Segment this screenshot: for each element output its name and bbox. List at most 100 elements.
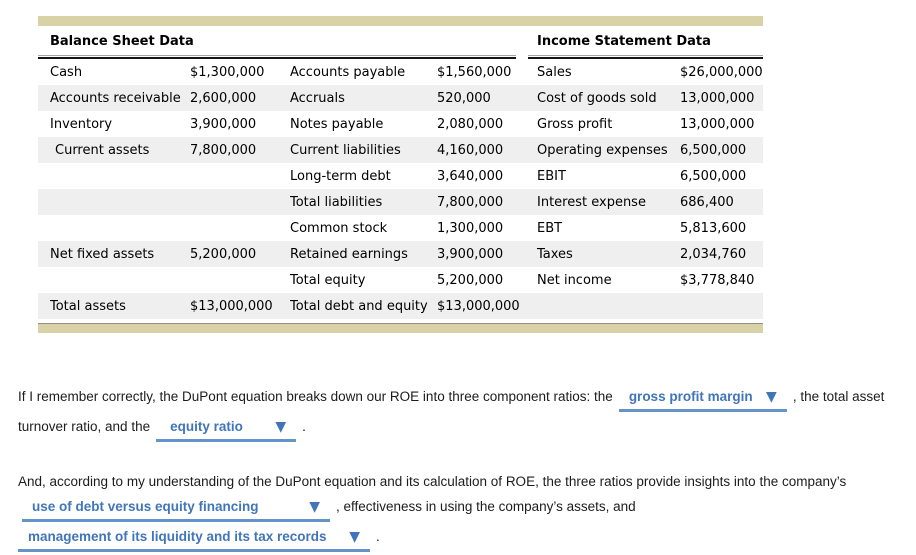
table-cell — [190, 163, 290, 189]
table-cell: Notes payable — [290, 116, 384, 132]
question-text: . — [376, 529, 380, 544]
question-text: , the total asset — [792, 389, 885, 404]
table-cell — [38, 189, 190, 215]
dropdown-selected-label: management of its liquidity and its tax … — [28, 529, 327, 544]
table-cell: Gross profit — [537, 116, 613, 132]
table-cell — [38, 267, 190, 293]
table-cell — [38, 163, 190, 189]
table-cell: $1,300,000 — [190, 64, 265, 80]
table-cell: 13,000,000 — [680, 116, 755, 132]
table-cell: Cash — [50, 64, 83, 80]
table-cell: Retained earnings — [290, 246, 408, 262]
table-cell: Cost of goods sold — [537, 90, 657, 106]
table-header-row: Balance Sheet Data Income Statement Data — [38, 31, 763, 59]
table-cell: 7,800,000 — [437, 194, 504, 210]
dropdown-selected-label: gross profit margin — [628, 389, 753, 404]
table-cell — [528, 293, 680, 319]
question-text: turnover ratio, and the — [18, 419, 151, 434]
question-2: And, according to my understanding of th… — [18, 472, 906, 552]
table-cell: Total equity — [290, 272, 366, 288]
table-row: Total equity 5,200,000 Net income $3,778… — [38, 267, 763, 293]
question-2-line-3: management of its liquidity and its tax … — [18, 527, 906, 552]
table-row: Common stock 1,300,000 EBT 5,813,600 — [38, 215, 763, 241]
table-cell: 520,000 — [437, 90, 491, 106]
table-cell: Accruals — [290, 90, 345, 106]
balance-sheet-header: Balance Sheet Data — [38, 31, 516, 59]
dropdown-selected-label: use of debt versus equity financing — [32, 499, 259, 514]
table-cell — [190, 215, 290, 241]
table-bottom-border — [38, 323, 763, 333]
liquidity-management-dropdown[interactable]: management of its liquidity and its tax … — [18, 527, 370, 552]
table-cell: Accounts payable — [290, 64, 406, 80]
table-row: Total liabilities 7,800,000 Interest exp… — [38, 189, 763, 215]
table-row: Total assets $13,000,000 Total debt and … — [38, 293, 763, 319]
question-text: , effectiveness in using the company’s a… — [336, 499, 636, 514]
table-cell: 2,080,000 — [437, 116, 504, 132]
debt-vs-equity-dropdown[interactable]: use of debt versus equity financing ▼ — [22, 497, 330, 522]
equity-ratio-dropdown[interactable]: equity ratio ▼ — [156, 417, 297, 442]
table-cell: 6,500,000 — [680, 142, 747, 158]
question-1: If I remember correctly, the DuPont equa… — [18, 387, 906, 442]
table-cell — [680, 293, 763, 319]
table-cell: Current liabilities — [290, 142, 401, 158]
table-cell: Total debt and equity — [290, 298, 428, 314]
table-cell: $13,000,000 — [437, 298, 520, 314]
table-cell — [190, 267, 290, 293]
table-cell: 2,600,000 — [190, 90, 257, 106]
table-cell: Total assets — [50, 298, 126, 314]
table-cell: Long-term debt — [290, 168, 391, 184]
table-top-border — [38, 16, 763, 26]
table-row: Current assets 7,800,000 Current liabili… — [38, 137, 763, 163]
dropdown-arrow-icon: ▼ — [766, 389, 777, 405]
table-row: Long-term debt 3,640,000 EBIT 6,500,000 — [38, 163, 763, 189]
table-cell: 7,800,000 — [190, 142, 257, 158]
table-cell: 3,900,000 — [437, 246, 504, 262]
balance-sheet-header-label: Balance Sheet Data — [50, 34, 194, 49]
gross-profit-margin-dropdown[interactable]: gross profit margin ▼ — [618, 387, 787, 412]
income-statement-header-label: Income Statement Data — [537, 34, 711, 49]
table-cell: EBT — [537, 220, 563, 236]
table-cell — [190, 189, 290, 215]
table-cell: Taxes — [537, 246, 573, 262]
table-cell — [38, 215, 190, 241]
question-2-line-2: use of debt versus equity financing ▼ , ef… — [18, 497, 906, 522]
table-cell: Total liabilities — [290, 194, 383, 210]
table-cell: Operating expenses — [537, 142, 668, 158]
table-cell: 5,813,600 — [680, 220, 747, 236]
financial-table: Cash $1,300,000 Accounts payable $1,560,… — [38, 59, 763, 319]
table-cell: 686,400 — [680, 194, 734, 210]
question-1-line-2: turnover ratio, and the equity ratio ▼. — [18, 417, 906, 442]
header-double-rule — [38, 57, 516, 59]
table-row: Cash $1,300,000 Accounts payable $1,560,… — [38, 59, 763, 85]
table-cell: 1,300,000 — [437, 220, 504, 236]
header-double-rule — [528, 57, 763, 59]
table-cell: Current assets — [55, 142, 150, 158]
header-double-rule — [528, 55, 763, 56]
financial-data-sheet: Balance Sheet Data Income Statement Data… — [38, 16, 763, 333]
dropdown-selected-label: equity ratio — [170, 419, 243, 434]
table-cell: $26,000,000 — [680, 64, 763, 80]
table-cell: 3,640,000 — [437, 168, 504, 184]
table-cell: Accounts receivable — [50, 90, 181, 106]
table-cell: 13,000,000 — [680, 90, 755, 106]
dropdown-arrow-icon: ▼ — [349, 529, 360, 545]
table-cell: $1,560,000 — [437, 64, 512, 80]
question-2-line-1: And, according to my understanding of th… — [18, 472, 906, 492]
dupont-questions: If I remember correctly, the DuPont equa… — [0, 387, 916, 552]
header-gap — [516, 31, 528, 59]
question-text: And, according to my understanding of th… — [18, 474, 847, 489]
table-cell: Net fixed assets — [50, 246, 155, 262]
question-1-line-1: If I remember correctly, the DuPont equa… — [18, 387, 906, 412]
table-cell: Interest expense — [537, 194, 646, 210]
table-cell: 5,200,000 — [190, 246, 257, 262]
table-row: Accounts receivable 2,600,000 Accruals 5… — [38, 85, 763, 111]
table-cell: $3,778,840 — [680, 272, 755, 288]
table-cell: $13,000,000 — [190, 298, 273, 314]
question-text: . — [302, 419, 306, 434]
dropdown-arrow-icon: ▼ — [275, 419, 287, 435]
table-cell: Net income — [537, 272, 612, 288]
table-cell: 2,034,760 — [680, 246, 747, 262]
table-cell: 5,200,000 — [437, 272, 504, 288]
table-cell: Sales — [537, 64, 572, 80]
table-cell: Common stock — [290, 220, 388, 236]
